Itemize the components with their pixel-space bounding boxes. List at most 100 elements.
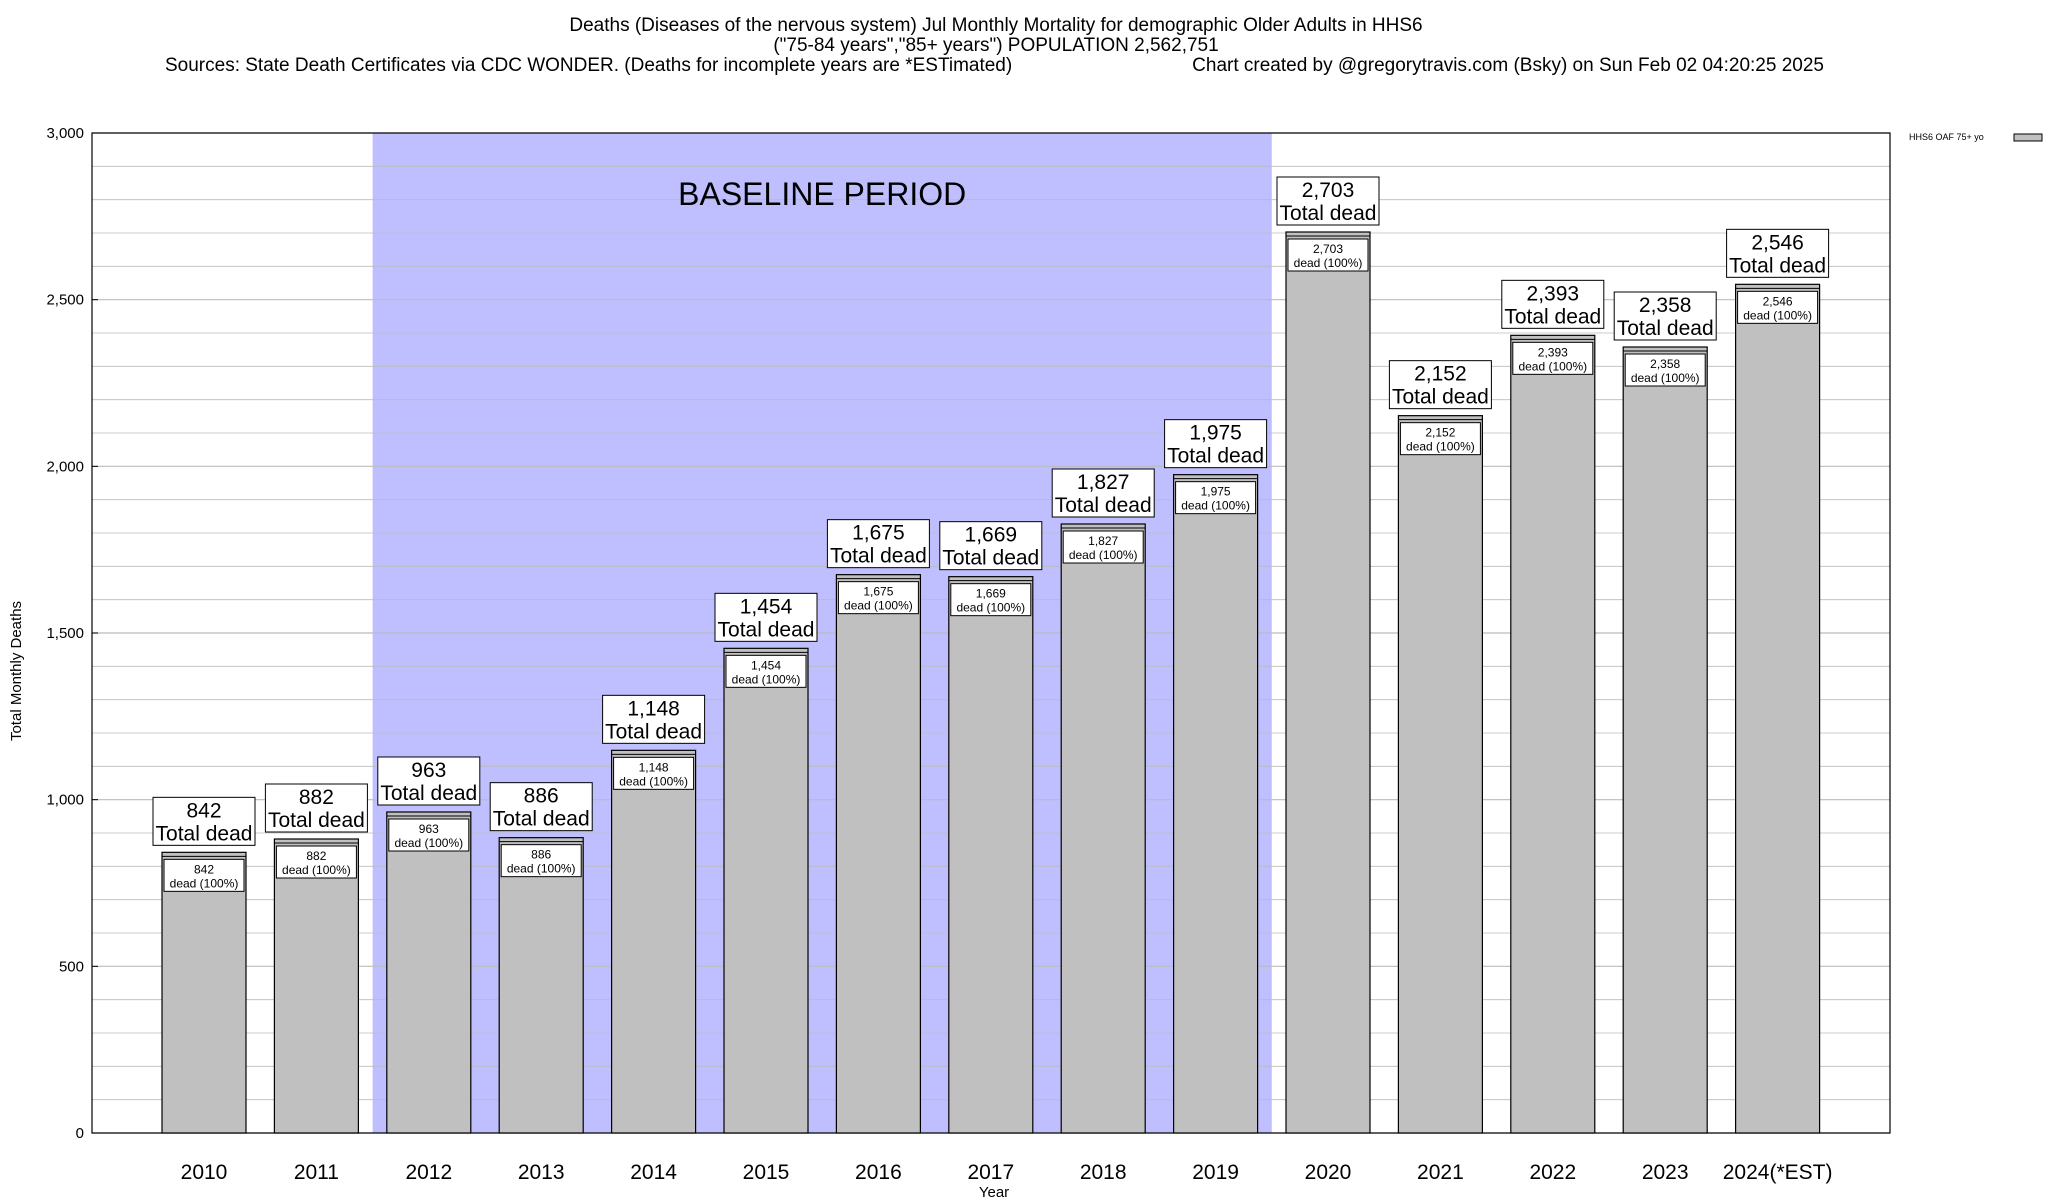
inner-share-label: dead (100%) [394, 836, 463, 850]
total-label-box [1388, 360, 1492, 410]
total-dead-label: Total dead [1280, 202, 1377, 225]
total-dead-label: Total dead [1729, 254, 1826, 277]
inner-label-box [1287, 238, 1369, 272]
bar [1734, 283, 1821, 1134]
total-dead-label: Total dead [1055, 494, 1152, 517]
bar [723, 647, 809, 1134]
x-tick-label: 2015 [743, 1161, 790, 1184]
inner-value-label: 1,827 [1088, 534, 1118, 548]
inner-label-box [500, 844, 582, 878]
chart-subtitle: ("75-84 years","85+ years") POPULATION 2… [773, 35, 1218, 56]
total-dead-label: Total dead [1167, 445, 1264, 468]
total-value-label: 2,703 [1302, 179, 1355, 202]
x-tick-label: 2021 [1417, 1161, 1464, 1184]
total-dead-label: Total dead [942, 547, 1039, 570]
total-label-box [602, 694, 706, 744]
total-dead-label: Total dead [156, 822, 253, 845]
total-label-box [1276, 176, 1380, 226]
total-dead-label: Total dead [1392, 386, 1489, 409]
x-tick-label: 2022 [1529, 1161, 1576, 1184]
total-value-label: 1,975 [1189, 422, 1242, 445]
inner-value-label: 963 [419, 822, 439, 836]
x-tick-label: 2016 [855, 1161, 902, 1184]
x-tick-label: 2023 [1642, 1161, 1689, 1184]
y-tick-label: 2,500 [46, 292, 84, 309]
bar [948, 576, 1034, 1134]
inner-label-box [275, 845, 357, 879]
total-value-label: 2,358 [1639, 294, 1692, 317]
inner-label-box [725, 654, 807, 688]
total-dead-label: Total dead [830, 545, 927, 568]
total-label-box [377, 756, 481, 806]
inner-value-label: 1,148 [639, 760, 669, 774]
inner-label-box [1399, 422, 1481, 456]
inner-share-label: dead (100%) [1631, 371, 1700, 385]
inner-share-label: dead (100%) [1406, 440, 1475, 454]
total-dead-label: Total dead [1504, 305, 1601, 328]
x-tick-label: 2012 [405, 1161, 452, 1184]
inner-share-label: dead (100%) [282, 863, 351, 877]
x-tick-label: 2017 [967, 1161, 1014, 1184]
legend-label: HHS6 OAF 75+ yo [1909, 132, 1984, 142]
x-tick-label: 2020 [1305, 1161, 1352, 1184]
total-dead-label: Total dead [605, 720, 702, 743]
total-label-box [1501, 279, 1605, 329]
inner-label-box [1624, 353, 1706, 387]
total-label-box [1051, 468, 1155, 518]
inner-value-label: 882 [306, 849, 326, 863]
bar [835, 574, 922, 1134]
total-dead-label: Total dead [268, 809, 365, 832]
inner-value-label: 2,152 [1425, 426, 1455, 440]
x-tick-label: 2011 [294, 1161, 339, 1184]
inner-value-label: 2,703 [1313, 242, 1343, 256]
inner-share-label: dead (100%) [170, 876, 239, 890]
total-dead-label: Total dead [718, 618, 815, 641]
bar [1622, 346, 1708, 1134]
total-label-box [489, 782, 593, 832]
chart-title: Deaths (Diseases of the nervous system) … [569, 15, 1422, 36]
total-value-label: 886 [524, 785, 559, 808]
total-label-box [714, 592, 818, 642]
inner-share-label: dead (100%) [1069, 548, 1138, 562]
inner-label-box [1062, 530, 1144, 564]
inner-share-label: dead (100%) [507, 862, 576, 876]
bar [1060, 523, 1146, 1134]
inner-share-label: dead (100%) [1294, 256, 1363, 270]
inner-label-box [163, 858, 245, 892]
inner-label-box [1512, 341, 1594, 375]
x-tick-label: 2010 [181, 1161, 228, 1184]
x-tick-label: 2024(*EST) [1723, 1161, 1833, 1184]
total-dead-label: Total dead [380, 782, 477, 805]
inner-value-label: 2,358 [1650, 357, 1680, 371]
total-label-box [1164, 419, 1268, 469]
y-tick-label: 2,000 [46, 458, 84, 475]
total-label-box [1726, 228, 1830, 278]
legend: HHS6 OAF 75+ yo [1909, 132, 2043, 142]
x-tick-label: 2018 [1080, 1161, 1127, 1184]
bar [161, 851, 247, 1134]
total-label-box [939, 521, 1043, 571]
total-value-label: 963 [411, 759, 446, 782]
inner-value-label: 1,454 [751, 658, 781, 672]
x-tick-label: 2014 [630, 1161, 677, 1184]
inner-label-box [613, 756, 695, 790]
inner-label-box [388, 818, 470, 852]
x-tick-label: 2013 [518, 1161, 565, 1184]
inner-label-box [1175, 481, 1257, 515]
total-dead-label: Total dead [493, 808, 590, 831]
total-value-label: 2,393 [1527, 282, 1580, 305]
y-tick-label: 3,000 [46, 125, 84, 142]
total-label-box [264, 783, 368, 833]
total-label-box [826, 519, 930, 569]
legend-swatch [2013, 133, 2043, 142]
y-tick-label: 1,500 [46, 625, 84, 642]
inner-share-label: dead (100%) [1743, 308, 1812, 322]
inner-value-label: 2,393 [1538, 345, 1568, 359]
total-value-label: 1,454 [740, 595, 793, 618]
total-dead-label: Total dead [1617, 317, 1714, 340]
bar [273, 838, 359, 1134]
chart-sources: Sources: State Death Certificates via CD… [165, 55, 1012, 76]
y-axis-title: Total Monthly Deaths [8, 601, 25, 741]
bar [610, 749, 697, 1134]
total-value-label: 882 [299, 786, 334, 809]
